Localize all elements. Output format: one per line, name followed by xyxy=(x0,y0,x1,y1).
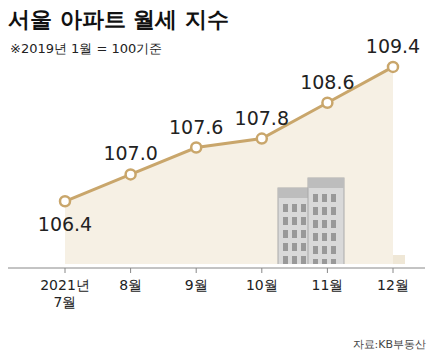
x-tick-label-line: 7월 xyxy=(54,294,77,310)
window xyxy=(313,194,318,202)
window xyxy=(283,217,288,225)
x-tick xyxy=(393,268,394,273)
window xyxy=(322,259,327,264)
x-tick-label-line: 8월 xyxy=(119,277,142,293)
x-axis xyxy=(8,268,425,269)
window xyxy=(322,233,327,241)
title: 서울 아파트 월세 지수 xyxy=(8,7,229,32)
x-tick-label: 11월 xyxy=(311,277,343,293)
building-icon xyxy=(278,178,344,264)
window xyxy=(322,194,327,202)
window xyxy=(313,220,318,228)
window xyxy=(301,256,306,264)
window xyxy=(292,217,297,225)
x-tick-label-line: 9월 xyxy=(185,277,208,293)
x-tick-label-line: 11월 xyxy=(311,277,343,293)
window xyxy=(313,233,318,241)
x-tick xyxy=(130,268,131,273)
window xyxy=(331,246,336,254)
marker xyxy=(322,98,332,108)
window xyxy=(322,207,327,215)
data-label: 109.4 xyxy=(366,35,420,57)
data-label: 106.4 xyxy=(38,213,92,235)
window xyxy=(322,220,327,228)
window xyxy=(292,230,297,238)
data-label: 108.6 xyxy=(300,71,354,93)
window xyxy=(283,243,288,251)
marker xyxy=(126,169,136,179)
window xyxy=(301,230,306,238)
window xyxy=(292,204,297,212)
x-tick xyxy=(196,268,197,273)
window xyxy=(301,204,306,212)
x-tick-label: 12월 xyxy=(377,277,409,293)
x-tick xyxy=(65,268,66,273)
window xyxy=(283,256,288,264)
subtitle: ※2019년 1월 = 100기준 xyxy=(10,41,162,56)
window xyxy=(313,207,318,215)
window xyxy=(331,207,336,215)
window xyxy=(301,217,306,225)
marker xyxy=(388,62,398,72)
window xyxy=(313,246,318,254)
building-roof xyxy=(308,178,344,188)
marker xyxy=(191,143,201,153)
x-tick-label-line: 10월 xyxy=(246,277,278,293)
x-tick-label: 2021년7월 xyxy=(40,277,90,310)
window xyxy=(292,256,297,264)
plot-area xyxy=(60,62,398,264)
window xyxy=(331,233,336,241)
window xyxy=(292,243,297,251)
data-label: 107.0 xyxy=(103,142,157,164)
window xyxy=(331,259,336,264)
x-tick-label-line: 2021년 xyxy=(40,277,90,293)
marker xyxy=(257,134,267,144)
window xyxy=(283,204,288,212)
x-tick-label: 9월 xyxy=(185,277,208,293)
source: 자료:KB부동산 xyxy=(353,338,426,351)
x-tick xyxy=(327,268,328,273)
marker xyxy=(60,196,70,206)
line xyxy=(65,67,393,201)
x-tick xyxy=(261,268,262,273)
window xyxy=(313,259,318,264)
data-label: 107.6 xyxy=(169,116,223,138)
data-label: 107.8 xyxy=(235,107,289,129)
window xyxy=(301,243,306,251)
window xyxy=(322,246,327,254)
chart: 서울 아파트 월세 지수 ※2019년 1월 = 100기준 106.4 107.0 1… xyxy=(0,0,433,355)
window xyxy=(283,230,288,238)
x-tick-label: 10월 xyxy=(246,277,278,293)
x-tick-label: 8월 xyxy=(119,277,142,293)
x-tick-label-line: 12월 xyxy=(377,277,409,293)
window xyxy=(331,194,336,202)
window xyxy=(331,220,336,228)
building xyxy=(308,178,344,264)
